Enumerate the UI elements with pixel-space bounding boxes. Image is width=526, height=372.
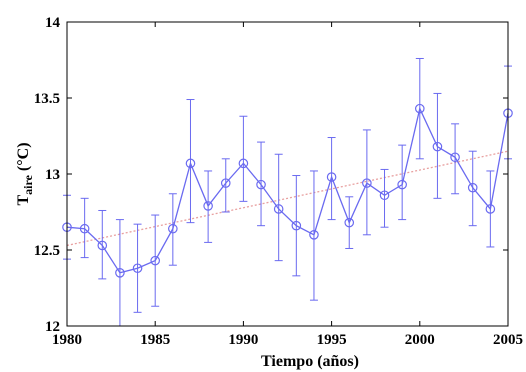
- data-point: [220, 178, 231, 188]
- data-point: [115, 267, 125, 278]
- data-point: [203, 201, 213, 211]
- data-point: [344, 217, 355, 228]
- data-point: [379, 190, 390, 201]
- error-bar: [274, 153, 283, 262]
- data-point: [97, 240, 108, 251]
- data-point: [168, 223, 178, 234]
- axes: 1980 1985 1990 1995 2000 2005 12 12.5 13 13.5 14: [34, 15, 523, 348]
- error-bar: [309, 170, 318, 301]
- axes-box: [66, 21, 509, 327]
- x-tick-label: 2005: [493, 332, 523, 348]
- data-point: [291, 220, 302, 231]
- data-point: [132, 263, 143, 274]
- y-tick-label: 12: [45, 319, 60, 335]
- data-point: [150, 255, 160, 266]
- y-tick-label: 13.5: [34, 91, 60, 107]
- error-bar: [186, 99, 195, 224]
- data-point: [362, 178, 372, 188]
- data-point: [185, 158, 196, 169]
- data-point: [273, 204, 284, 214]
- data-point: [485, 204, 496, 214]
- y-tick-label: 14: [45, 15, 61, 31]
- x-tick-label: 2000: [405, 332, 435, 348]
- data-point: [309, 230, 319, 240]
- data-point: [326, 172, 337, 182]
- series-line: [66, 106, 509, 274]
- data-point: [450, 152, 460, 163]
- y-axis-label-sub: aire: [21, 174, 35, 194]
- error-bar: [221, 158, 230, 213]
- y-axis-label-main: T: [15, 195, 32, 206]
- x-tick-label: 1980: [52, 332, 82, 348]
- x-axis-label: Tiempo (años): [261, 353, 359, 370]
- x-tick-label: 1990: [228, 332, 258, 348]
- data-point: [256, 179, 266, 190]
- x-tick-label: 1985: [140, 332, 170, 348]
- y-tick-label: 12.5: [34, 243, 60, 259]
- error-bar: [451, 123, 460, 195]
- data-point: [238, 158, 249, 169]
- x-tick-label: 1995: [317, 332, 347, 348]
- plot-area: [62, 57, 513, 327]
- data-point: [432, 141, 443, 152]
- y-axis-label-unit: (°C): [15, 142, 32, 175]
- y-axis-label: Taire (°C): [15, 142, 35, 205]
- y-tick-label: 13: [45, 167, 60, 183]
- error-bar: [380, 168, 389, 228]
- trend-line: [66, 150, 509, 247]
- error-bar: [80, 197, 89, 259]
- data-point: [414, 103, 425, 114]
- data-point: [397, 179, 407, 190]
- data-point: [79, 223, 90, 234]
- data-point: [467, 182, 478, 193]
